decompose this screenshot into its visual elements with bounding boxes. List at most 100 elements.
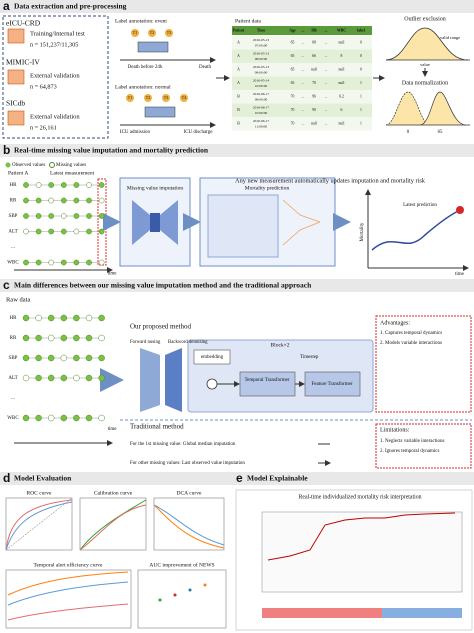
time-point [180, 94, 188, 102]
table-cell: ... [302, 122, 305, 126]
table-cell: 65 [291, 54, 295, 58]
value-dot [60, 314, 68, 322]
value-dot [23, 228, 29, 235]
value-dot [35, 182, 42, 188]
dataset-name: MIMIC-IV [6, 58, 40, 67]
table-cell: A [237, 68, 240, 72]
table-cell: 6.2 [339, 95, 344, 99]
value-dot [60, 259, 67, 266]
value-dot [48, 213, 55, 219]
table-header-cell: ... [325, 28, 328, 32]
table-cell: 07:00:00 [255, 43, 268, 47]
tick-label: 65 [438, 130, 443, 135]
plot-title: DCA curve [177, 490, 202, 496]
panel-title: Model Evaluation [14, 474, 72, 483]
table-cell: 90 [312, 108, 316, 112]
table-cell: ... [302, 81, 305, 85]
table-header-cell: DB [311, 28, 317, 32]
table-cell: 2016-06-17 [253, 92, 270, 96]
value-dot [73, 182, 80, 188]
annotation-title: Label annotation: normal [115, 84, 171, 90]
value-dot [73, 197, 80, 204]
table-cell: 0 [360, 41, 362, 45]
table-header-cell: Patient [233, 28, 245, 32]
legend-dot [49, 162, 55, 168]
value-dot [73, 213, 80, 219]
raw-title: Raw data [6, 296, 30, 303]
table-row [232, 49, 372, 63]
value-dot [73, 414, 80, 422]
table-cell: 65 [291, 81, 295, 85]
time-point [165, 29, 173, 37]
axis-label: time [455, 272, 465, 277]
variable-label: SBP [9, 356, 18, 361]
table-cell: 09:00:00 [255, 70, 268, 74]
value-dot [22, 374, 30, 382]
variable-label: RR [10, 199, 17, 204]
variable-label: ALT [8, 376, 17, 381]
value-dot [60, 228, 67, 235]
value-dot [35, 314, 42, 322]
table-cell: 2016-05-13 [253, 65, 270, 69]
table-row [232, 36, 372, 50]
table-cell: ... [325, 68, 328, 72]
value-dot [35, 374, 42, 382]
value-dot [98, 228, 105, 235]
value-dot [23, 182, 29, 188]
box-label: embedding [201, 355, 224, 360]
table-cell: 96 [312, 95, 316, 99]
step-label: Forward nosing [130, 340, 161, 345]
table-cell: 2016-06-17 [253, 119, 270, 123]
table-cell: A [237, 41, 240, 45]
value-dot [22, 354, 30, 362]
variable-label: ALT [8, 230, 17, 235]
time-label: T1 [133, 30, 137, 35]
table-cell: ... [325, 122, 328, 126]
time-point [162, 94, 170, 102]
content: a Data extraction and pre-processing b Real… [3, 0, 465, 568]
value-dot [48, 197, 55, 204]
table-header-cell: label [357, 28, 365, 32]
legend-dot [5, 162, 11, 168]
table-cell: ... [325, 95, 328, 99]
table-cell: 70 [312, 81, 316, 85]
value-dot [35, 197, 42, 204]
table-cell: ... [325, 108, 328, 112]
table-cell: 68 [312, 41, 316, 45]
value-dot [98, 354, 105, 362]
table-cell: A [237, 54, 240, 58]
table-cell: 09:00:00 [255, 97, 268, 101]
table-row [232, 76, 372, 90]
time-label: T4 [182, 95, 186, 100]
value-dot [85, 414, 93, 422]
value-dot [98, 314, 105, 322]
table-cell: 10:00:00 [255, 111, 268, 115]
timeline-label: Death before 24h [128, 65, 163, 70]
value-dot [86, 259, 92, 266]
table-cell: null [311, 122, 317, 126]
table-row [232, 103, 372, 117]
traditional-item: For the 1st missing value: Global median… [130, 442, 236, 447]
axis-label: time [108, 272, 118, 277]
value-dot [98, 414, 105, 422]
value-dot [98, 259, 105, 266]
advantage-item: 2. Models variable interactions [380, 341, 442, 346]
table-cell: B [237, 122, 240, 126]
timeline-label: ICU discharge [184, 130, 214, 135]
value-dot [60, 414, 68, 422]
time-label: T3 [167, 30, 171, 35]
variable-label: SBP [9, 214, 18, 219]
panel-letter: c [3, 278, 10, 292]
value-dot [47, 414, 55, 422]
table-cell: 1 [360, 122, 362, 126]
legend-label: Missing values [56, 163, 86, 168]
value-dot [35, 228, 42, 235]
value-dot [98, 334, 105, 342]
range-label: valid range [440, 35, 460, 40]
value-dot [60, 374, 68, 382]
patient-label: Patient A [8, 170, 28, 176]
annotation-title: Label annotation: event [115, 18, 167, 24]
note: Any new measurement automatically update… [235, 177, 426, 184]
time-point [131, 29, 139, 37]
